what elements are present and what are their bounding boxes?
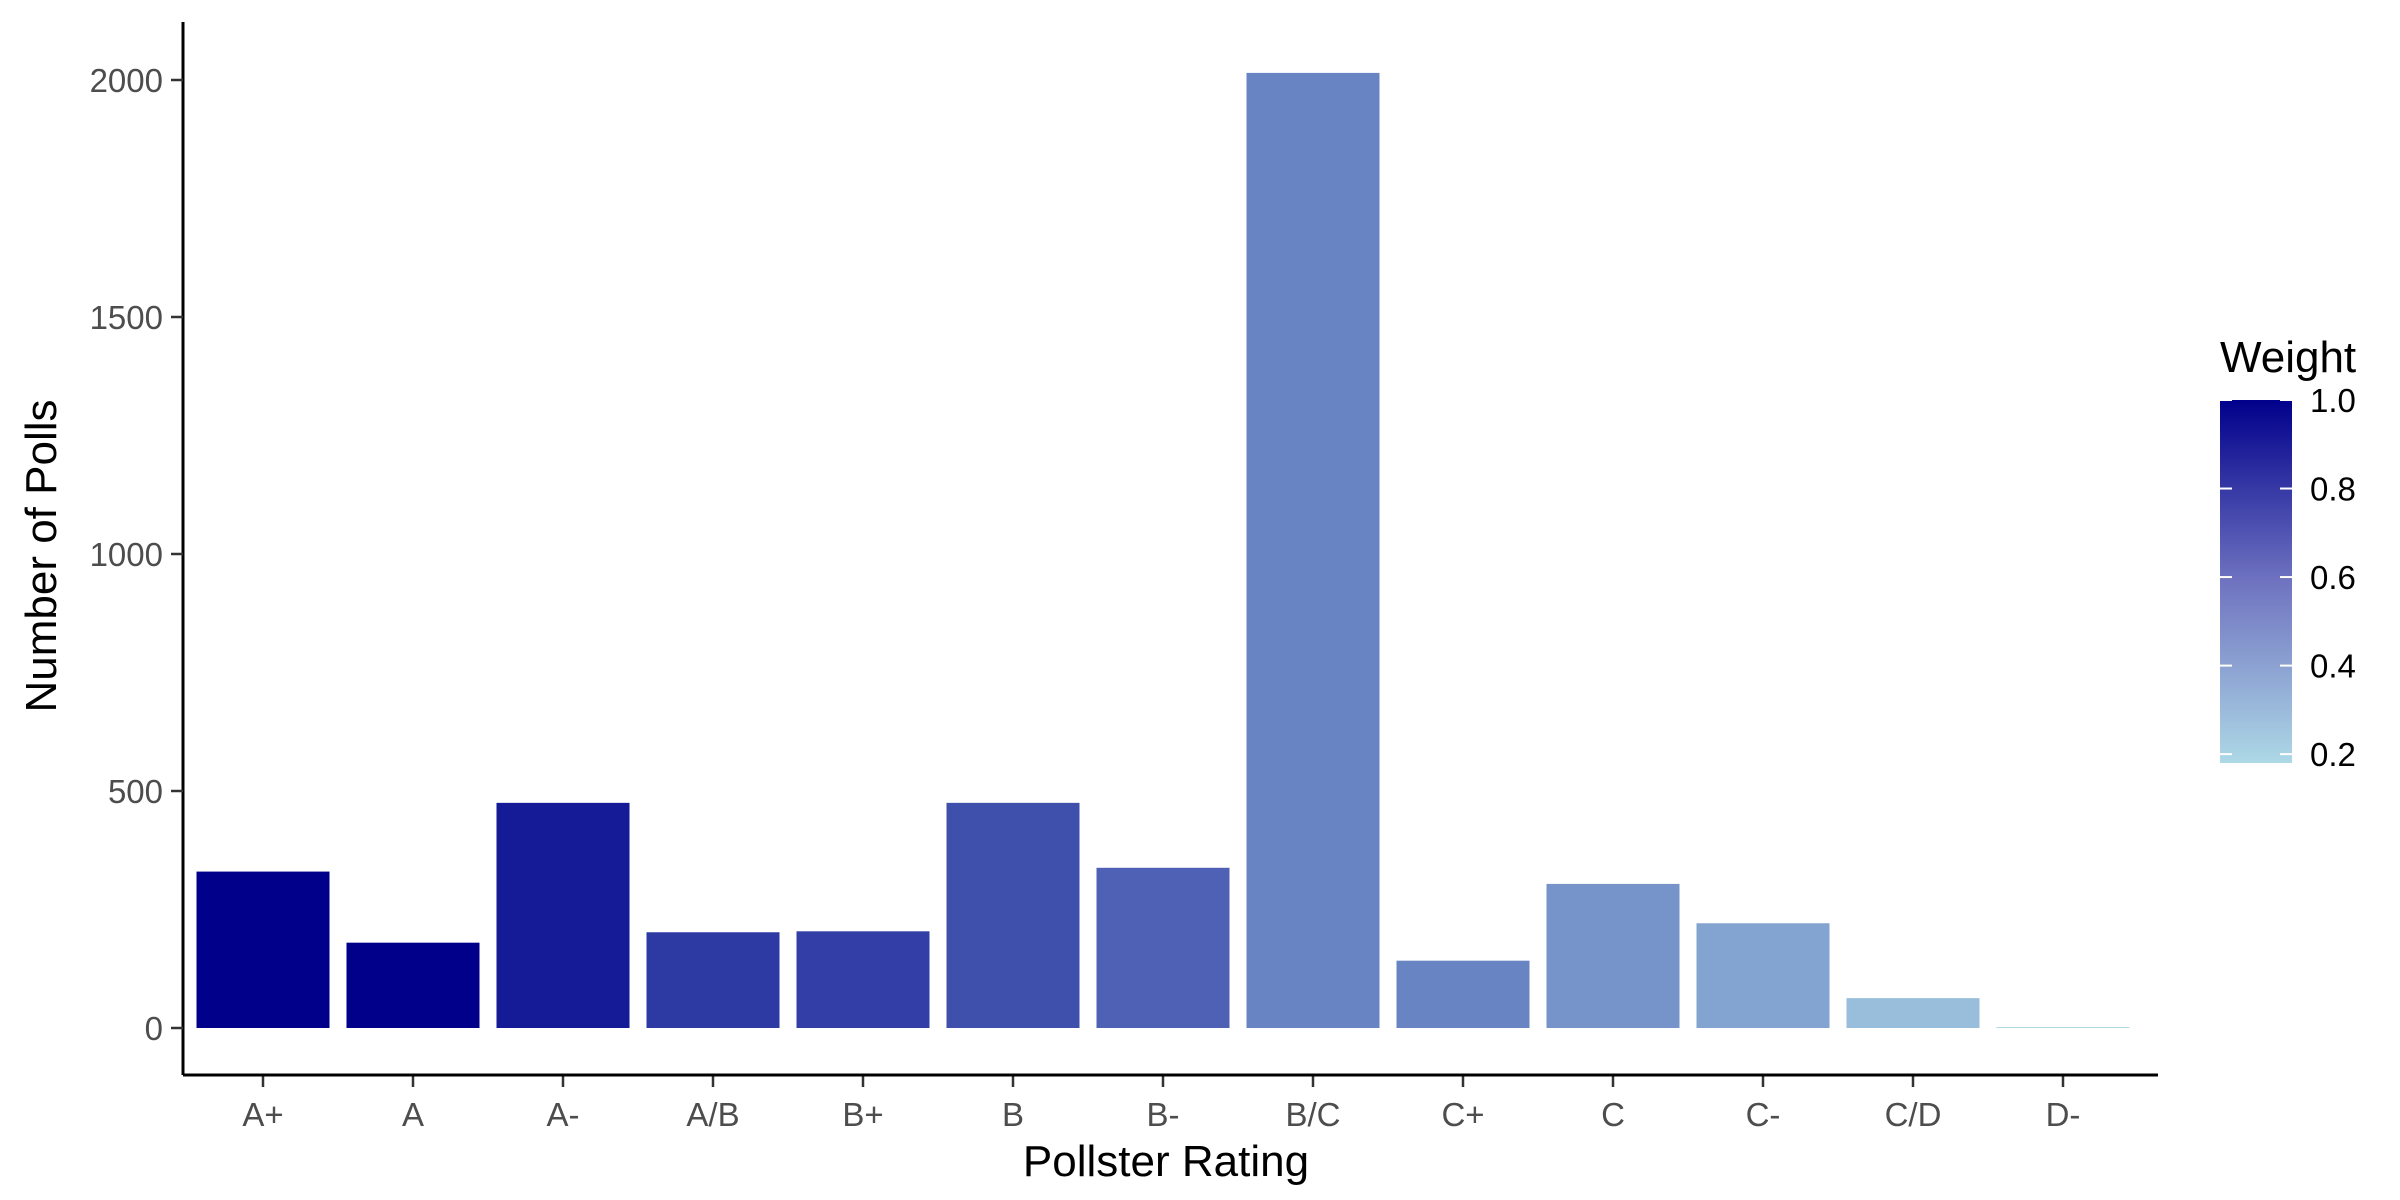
- y-tick-label: 1000: [90, 536, 163, 573]
- bar-c-: [1696, 923, 1830, 1028]
- x-tick-label: D-: [2046, 1096, 2081, 1133]
- bar-d-: [1996, 1027, 2130, 1029]
- legend-tick-label: 0.4: [2310, 648, 2356, 685]
- y-tick-label: 1500: [90, 299, 163, 336]
- x-tick-label: C/D: [1885, 1096, 1942, 1133]
- y-tick-label: 0: [145, 1010, 163, 1047]
- legend-colorbar: [2220, 400, 2292, 763]
- bar-b-c: [1246, 72, 1380, 1028]
- bar-a-plus: [196, 871, 330, 1028]
- legend-tick-label: 0.6: [2310, 559, 2356, 596]
- x-tick-label: A-: [547, 1096, 580, 1133]
- y-tick-label: 500: [108, 773, 163, 810]
- bar-a-b: [646, 932, 780, 1028]
- bars-group: [196, 72, 2130, 1029]
- x-tick-label: B/C: [1285, 1096, 1340, 1133]
- bar-a-: [496, 802, 630, 1028]
- x-tick-label: C-: [1746, 1096, 1781, 1133]
- bar-b: [946, 802, 1080, 1028]
- y-axis-title: Number of Polls: [17, 399, 66, 712]
- x-tick-label: B-: [1147, 1096, 1180, 1133]
- axes-group: A+ A A- A/B B+ B B- B/C C+ C C- C/D D- 0 500 1000 1500 20…: [90, 22, 2158, 1133]
- x-tick-label: A+: [242, 1096, 283, 1133]
- x-tick-label: B+: [842, 1096, 883, 1133]
- legend-tick-label: 1.0: [2310, 382, 2356, 419]
- color-legend: Weight 0.2 0.4 0.6 0.8 1.0: [2220, 333, 2356, 773]
- bar-c-plus: [1396, 960, 1530, 1028]
- x-tick-label: B: [1002, 1096, 1024, 1133]
- bar-b-plus: [796, 931, 930, 1028]
- y-tick-label: 2000: [90, 62, 163, 99]
- x-tick-label: C: [1601, 1096, 1625, 1133]
- x-tick-label: A: [402, 1096, 424, 1133]
- bar-c-d: [1846, 998, 1980, 1028]
- x-axis-title: Pollster Rating: [1023, 1137, 1309, 1186]
- bar-c: [1546, 883, 1680, 1028]
- legend-ticks: 0.2 0.4 0.6 0.8 1.0: [2220, 382, 2356, 773]
- legend-tick-label: 0.2: [2310, 736, 2356, 773]
- x-tick-label: C+: [1441, 1096, 1484, 1133]
- legend-title: Weight: [2220, 333, 2356, 382]
- bar-b-: [1096, 867, 1230, 1028]
- legend-tick-label: 0.8: [2310, 471, 2356, 508]
- bar-a: [346, 942, 480, 1028]
- x-tick-label: A/B: [686, 1096, 739, 1133]
